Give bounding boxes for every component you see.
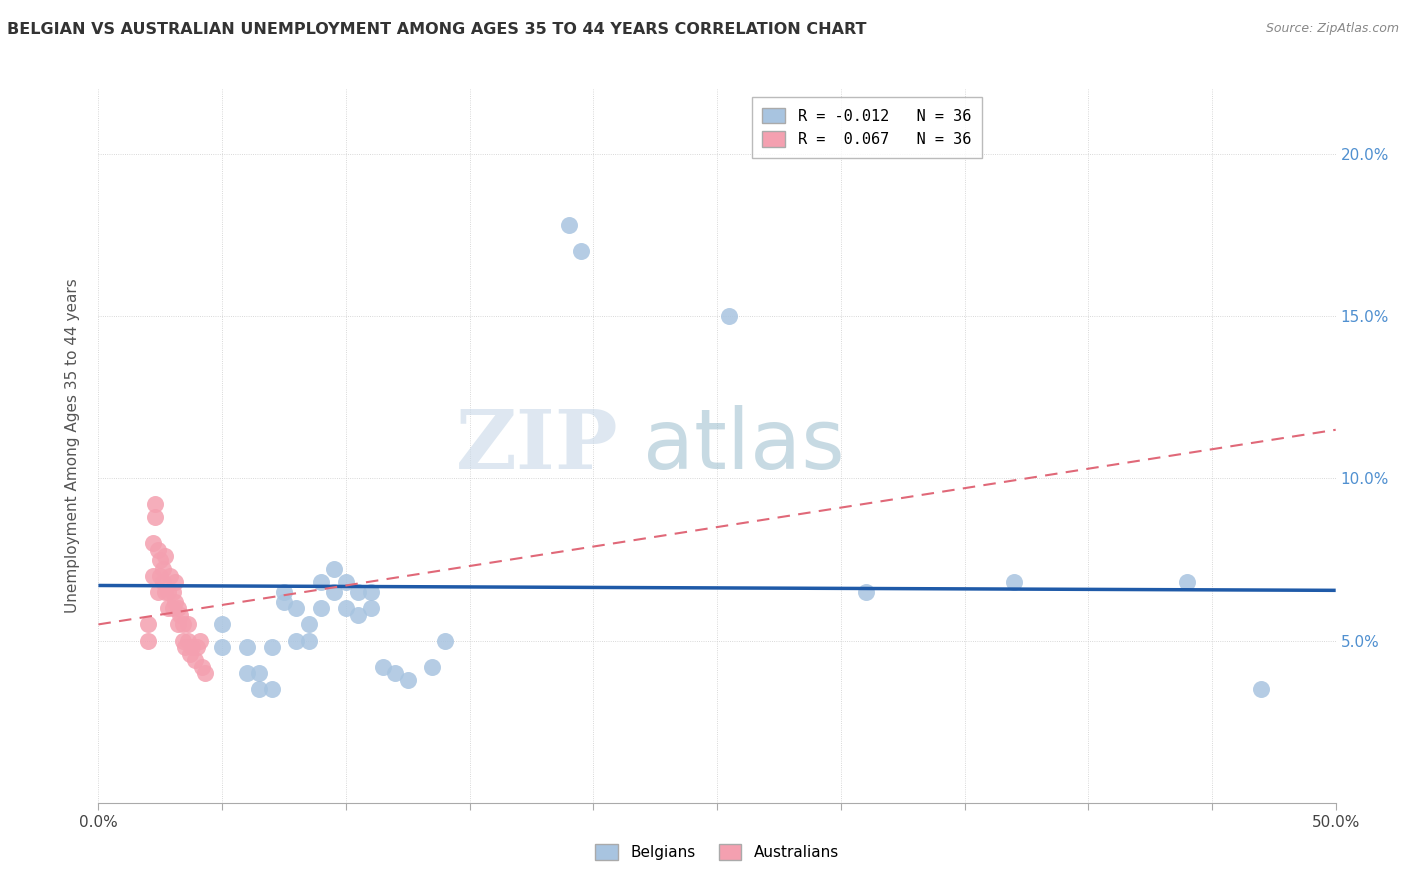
Point [176, 633, 198, 648]
Point [166, 601, 188, 615]
Point [165, 575, 187, 590]
Point [165, 595, 187, 609]
Point [422, 659, 444, 673]
Point [247, 682, 270, 697]
Point [371, 659, 394, 673]
Point [360, 585, 382, 599]
Point [211, 640, 233, 654]
Text: BELGIAN VS AUSTRALIAN UNEMPLOYMENT AMONG AGES 35 TO 44 YEARS CORRELATION CHART: BELGIAN VS AUSTRALIAN UNEMPLOYMENT AMONG… [7, 22, 866, 37]
Point [855, 585, 877, 599]
Point [149, 552, 172, 566]
Text: atlas: atlas [643, 406, 845, 486]
Point [569, 244, 592, 259]
Point [1002, 575, 1025, 590]
Point [191, 659, 214, 673]
Point [162, 601, 184, 615]
Point [260, 682, 283, 697]
Point [176, 617, 198, 632]
Point [186, 640, 208, 654]
Point [384, 666, 406, 681]
Point [309, 575, 332, 590]
Point [433, 633, 456, 648]
Point [260, 640, 283, 654]
Point [347, 585, 370, 599]
Point [360, 601, 382, 615]
Point [181, 640, 204, 654]
Point [174, 640, 197, 654]
Point [136, 617, 159, 632]
Point [188, 633, 211, 648]
Point [322, 562, 344, 576]
Point [335, 575, 357, 590]
Point [136, 633, 159, 648]
Point [159, 568, 181, 582]
Point [162, 585, 184, 599]
Point [143, 510, 166, 524]
Point [152, 575, 174, 590]
Point [273, 585, 295, 599]
Point [285, 601, 308, 615]
Y-axis label: Unemployment Among Ages 35 to 44 years: Unemployment Among Ages 35 to 44 years [65, 278, 80, 614]
Point [142, 536, 165, 550]
Point [143, 497, 166, 511]
Point [155, 549, 177, 564]
Point [247, 666, 270, 681]
Point [1175, 575, 1198, 590]
Point [172, 633, 194, 648]
Point [149, 568, 172, 582]
Point [322, 585, 344, 599]
Point [172, 617, 194, 632]
Point [236, 666, 259, 681]
Point [156, 601, 179, 615]
Point [285, 633, 308, 648]
Point [309, 601, 332, 615]
Legend: Belgians, Australians: Belgians, Australians [589, 838, 845, 866]
Point [169, 607, 191, 622]
Point [211, 617, 233, 632]
Point [1250, 682, 1272, 697]
Point [347, 607, 370, 622]
Point [273, 595, 295, 609]
Point [396, 673, 419, 687]
Point [718, 310, 741, 324]
Point [166, 617, 188, 632]
Point [179, 647, 201, 661]
Point [298, 633, 321, 648]
Point [557, 219, 579, 233]
Text: ZIP: ZIP [456, 406, 619, 486]
Point [335, 601, 357, 615]
Point [194, 666, 217, 681]
Point [156, 585, 179, 599]
Point [155, 585, 177, 599]
Point [146, 542, 169, 557]
Point [142, 568, 165, 582]
Point [236, 640, 259, 654]
Point [184, 653, 207, 667]
Text: Source: ZipAtlas.com: Source: ZipAtlas.com [1265, 22, 1399, 36]
Point [146, 585, 169, 599]
Point [298, 617, 321, 632]
Point [152, 562, 174, 576]
